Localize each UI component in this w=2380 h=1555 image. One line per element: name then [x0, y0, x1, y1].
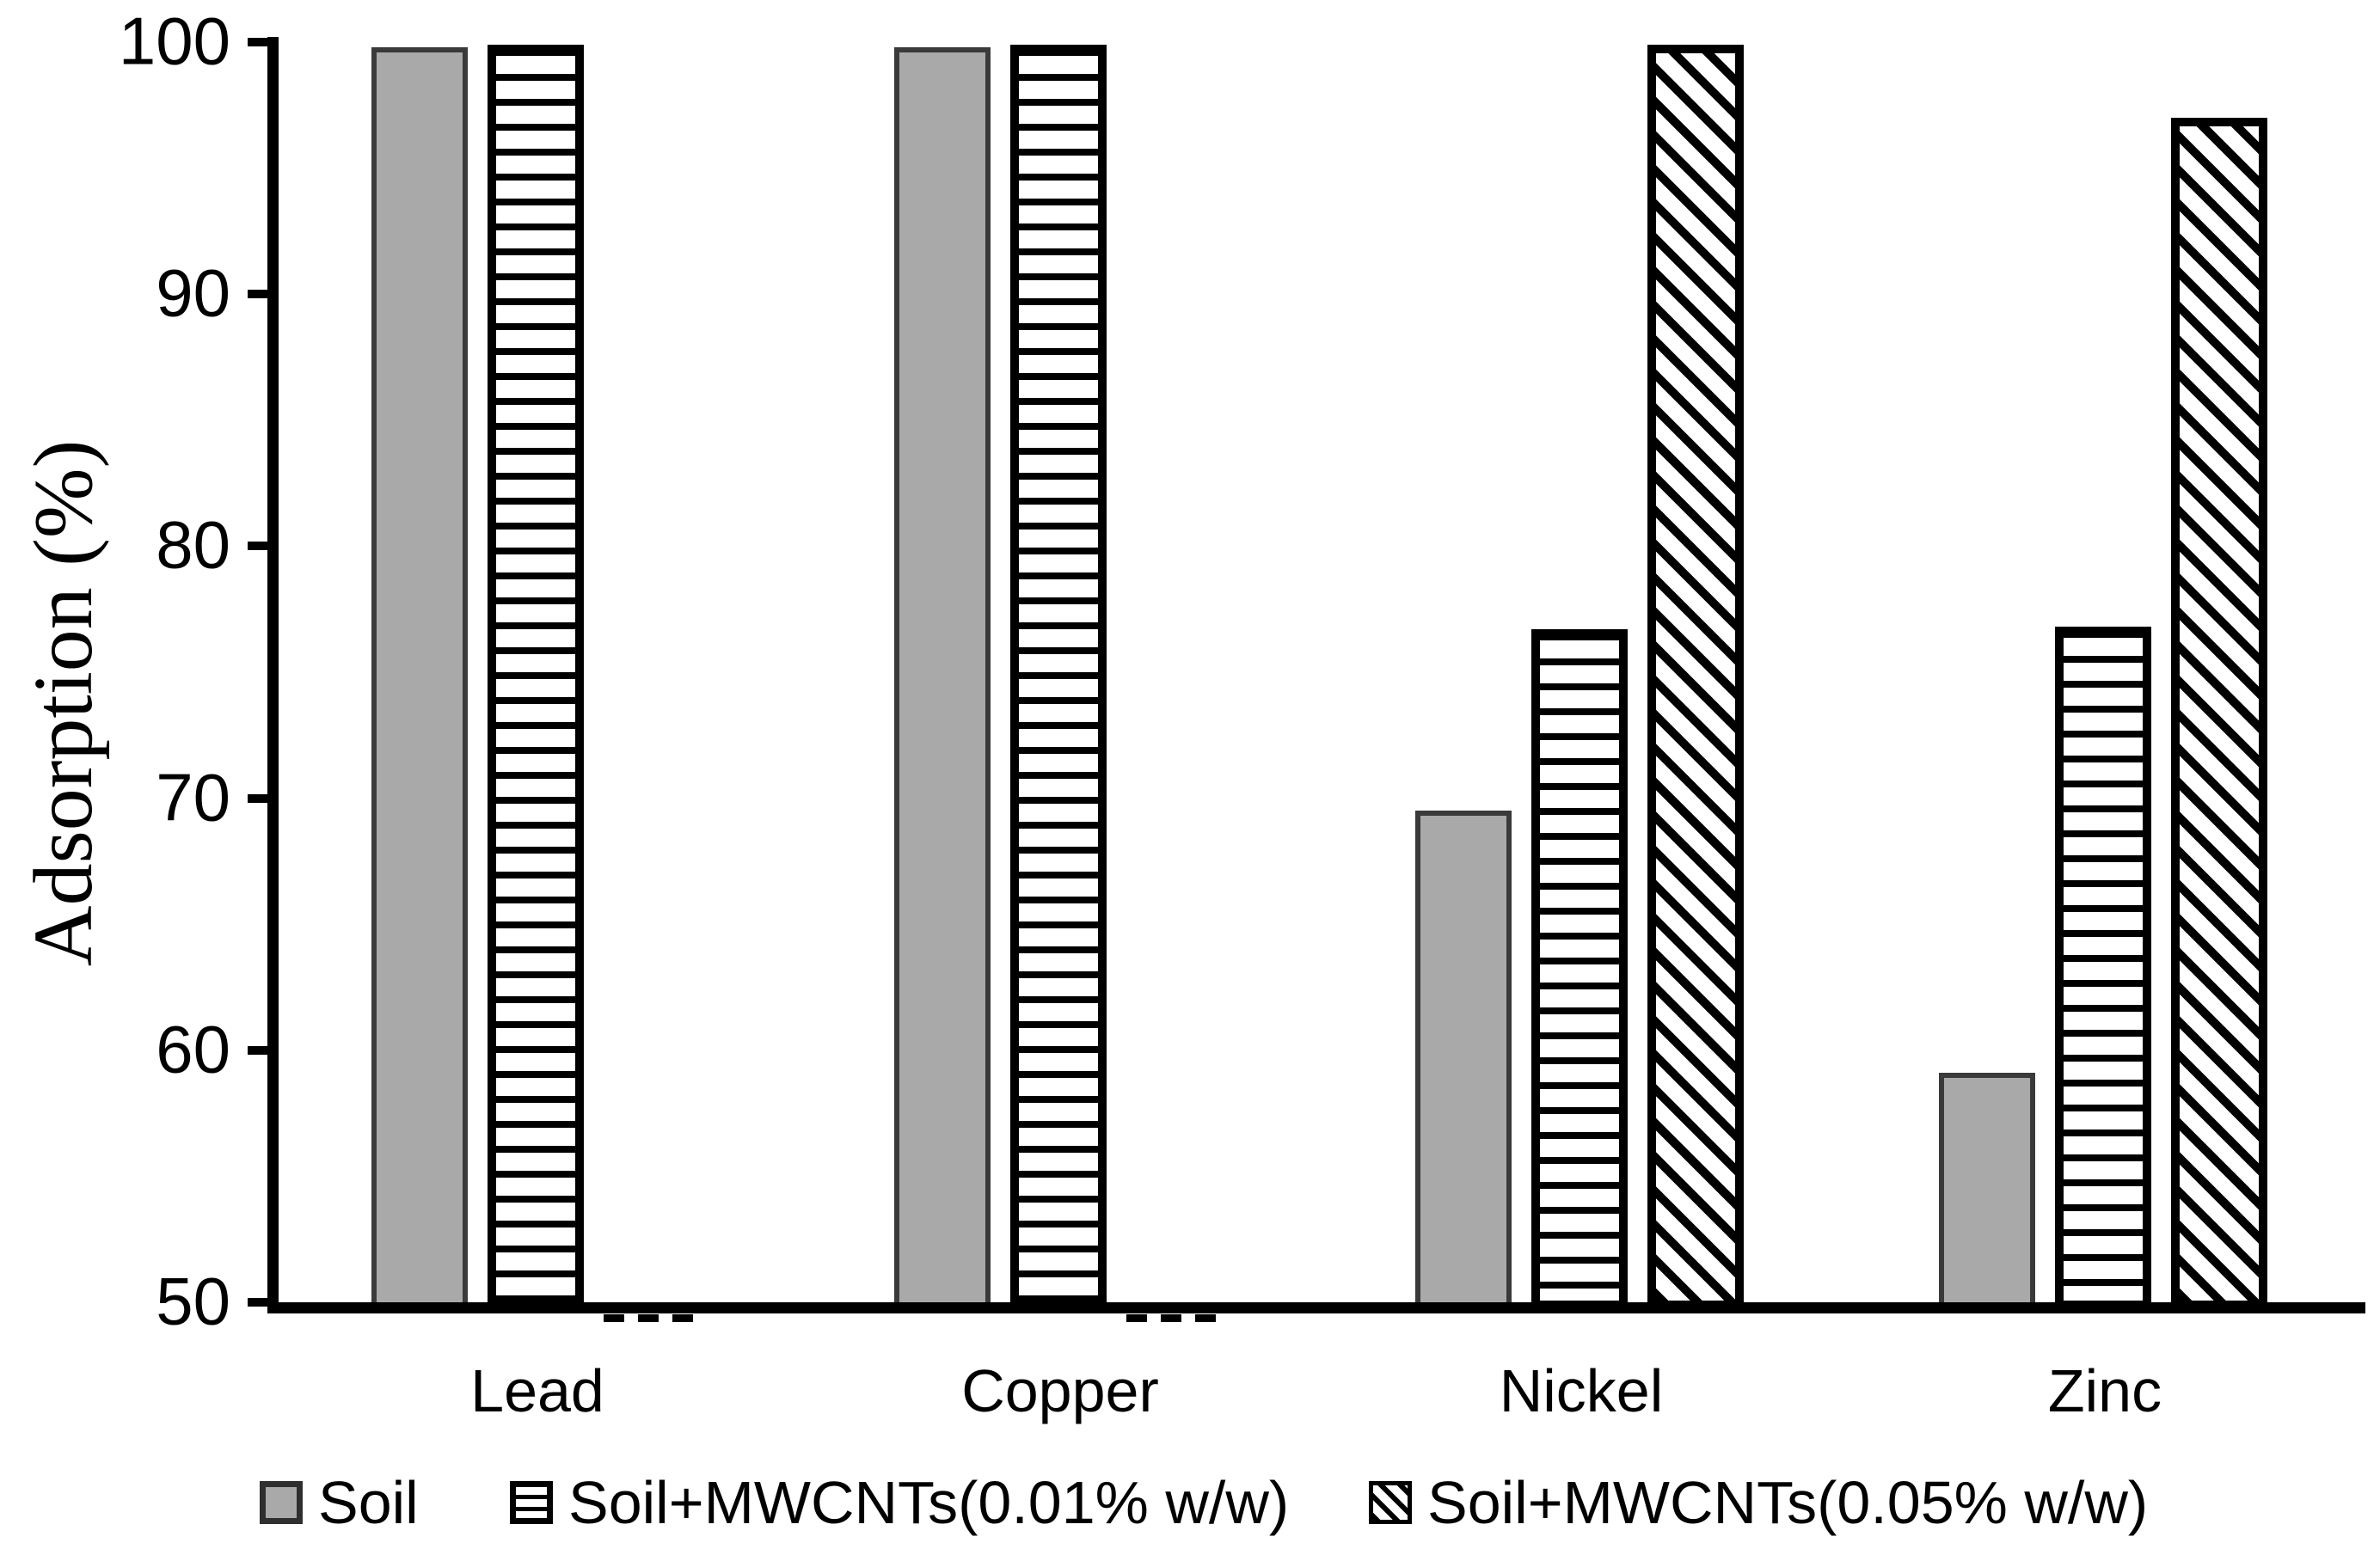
bar-nickel-series2	[1647, 45, 1744, 1309]
legend-item-series1: Soil+MWCNTs(0.01% w/w)	[510, 1461, 1289, 1544]
bar-zinc-series1	[2055, 627, 2151, 1309]
x-category-label-lead: Lead	[470, 1357, 604, 1424]
legend-label: Soil	[318, 1469, 419, 1536]
bar-nickel-series1	[1531, 629, 1628, 1309]
legend-item-series2: Soil+MWCNTs(0.05% w/w)	[1369, 1461, 2148, 1544]
bar-copper-series0	[894, 47, 991, 1309]
y-tick-label: 80	[156, 506, 230, 583]
bar-lead-series2-at-axis-min	[604, 1314, 705, 1322]
legend-swatch-diagonal-hatch	[1369, 1481, 1412, 1524]
legend-swatch-horizontal-stripes	[510, 1481, 553, 1524]
bar-lead-series0	[371, 47, 468, 1309]
legend-label: Soil+MWCNTs(0.05% w/w)	[1427, 1469, 2149, 1536]
x-axis-line	[267, 1302, 2365, 1313]
y-axis-tick	[248, 290, 273, 299]
y-axis-tick	[248, 1298, 273, 1307]
x-category-label-nickel: Nickel	[1499, 1357, 1664, 1424]
bar-copper-series2-at-axis-min	[1126, 1314, 1228, 1322]
y-tick-label: 90	[156, 254, 230, 331]
y-axis-tick	[248, 542, 273, 551]
bar-zinc-series2	[2171, 118, 2267, 1309]
y-tick-label: 50	[156, 1263, 230, 1339]
y-tick-label: 70	[156, 759, 230, 836]
x-category-label-copper: Copper	[961, 1357, 1159, 1424]
y-axis-tick	[248, 793, 273, 803]
y-axis-line	[267, 37, 279, 1313]
y-tick-label: 60	[156, 1011, 230, 1087]
bar-nickel-series0	[1415, 811, 1512, 1309]
legend-swatch-solid-gray	[260, 1481, 303, 1524]
y-tick-label: 100	[118, 3, 230, 79]
bar-lead-series1	[488, 45, 584, 1309]
bar-copper-series1	[1010, 45, 1107, 1309]
x-category-label-zinc: Zinc	[2047, 1357, 2162, 1424]
legend-item-series0: Soil	[260, 1461, 419, 1544]
y-axis-tick	[248, 38, 273, 46]
legend-label: Soil+MWCNTs(0.01% w/w)	[568, 1469, 1290, 1536]
y-axis-tick	[248, 1045, 273, 1055]
bar-zinc-series0	[1939, 1073, 2035, 1309]
